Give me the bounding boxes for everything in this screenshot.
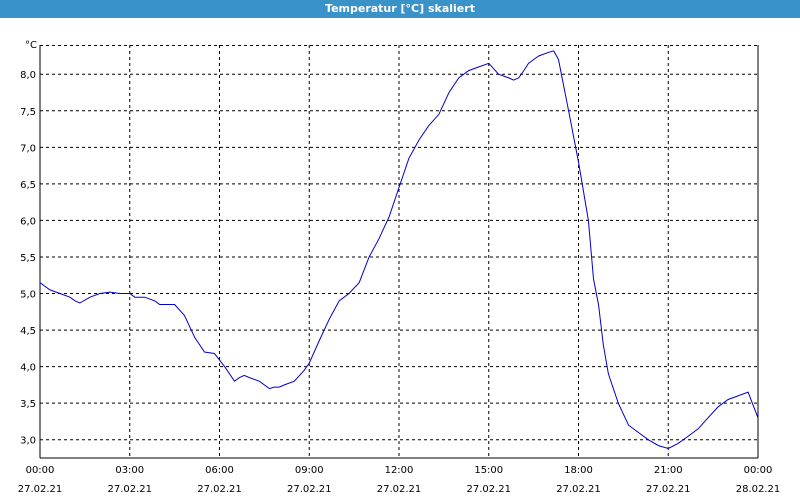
x-tick-time-label: 06:00 [205, 465, 234, 476]
temperature-chart: 3,0 3,5 4,0 4,5 5,0 5,5 6,0 6,5 7,0 7,5 8,0 00:00 27… [18, 40, 781, 495]
x-tick-date-label: 27.02.21 [556, 484, 601, 495]
y-axis-unit-label: °C [25, 40, 37, 51]
window-title: Temperatur [°C] skaliert [0, 0, 800, 18]
y-tick-label: 7,5 [20, 107, 36, 118]
x-tick-date-label: 27.02.21 [466, 484, 511, 495]
x-tick-time-label: 09:00 [295, 465, 324, 476]
x-tick-date-label: 27.02.21 [287, 484, 332, 495]
y-tick-label: 4,5 [20, 326, 36, 337]
data-layer [39, 50, 759, 450]
x-tick-time-label: 12:00 [385, 465, 414, 476]
x-tick-date-label: 27.02.21 [646, 484, 691, 495]
y-tick-label: 3,5 [20, 399, 36, 410]
x-tick-time-label: 15:00 [474, 465, 503, 476]
x-tick-time-label: 00:00 [26, 465, 55, 476]
y-tick-label: 5,5 [20, 253, 36, 264]
y-tick-label: 6,0 [20, 216, 36, 227]
y-tick-label: 5,0 [20, 290, 36, 301]
x-tick-time-label: 18:00 [564, 465, 593, 476]
grid [40, 45, 758, 458]
x-tick-date-label: 27.02.21 [197, 484, 242, 495]
x-tick-time-label: 00:00 [744, 465, 773, 476]
x-tick-time-label: 21:00 [654, 465, 683, 476]
x-tick-date-label: 27.02.21 [107, 484, 152, 495]
y-tick-label: 3,0 [20, 436, 36, 447]
x-tick-date-label: 27.02.21 [377, 484, 422, 495]
y-tick-label: 8,0 [20, 70, 36, 81]
x-tick-time-label: 03:00 [115, 465, 144, 476]
y-tick-label: 4,0 [20, 363, 36, 374]
y-tick-label: 7,0 [20, 143, 36, 154]
x-tick-date-label: 27.02.21 [18, 484, 63, 495]
axes: 3,0 3,5 4,0 4,5 5,0 5,5 6,0 6,5 7,0 7,5 8,0 00:00 27… [18, 45, 781, 495]
temperature-series-line [39, 50, 759, 450]
y-tick-label: 6,5 [20, 180, 36, 191]
x-tick-date-label: 28.02.21 [736, 484, 781, 495]
